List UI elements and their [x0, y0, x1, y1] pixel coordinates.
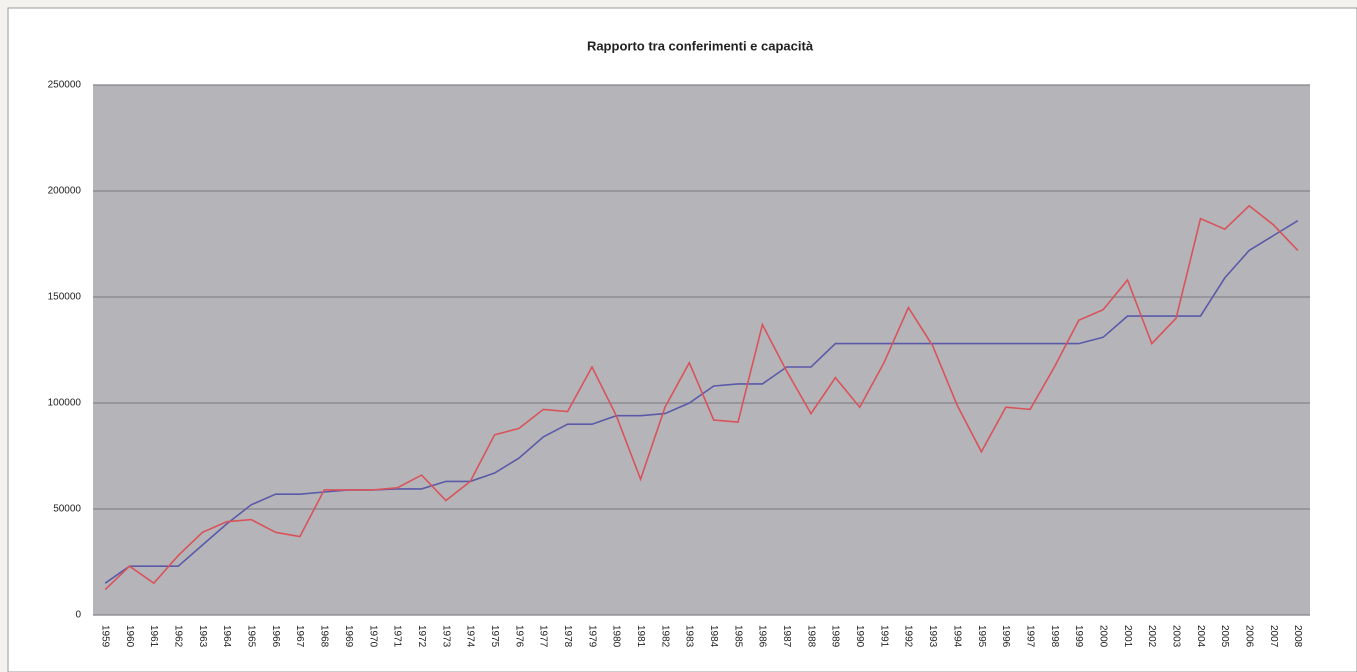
- x-tick-label: 1965: [246, 625, 257, 648]
- x-tick-label: 1990: [854, 625, 865, 648]
- y-tick-label: 150000: [48, 292, 82, 303]
- x-tick-label: 2000: [1097, 625, 1108, 648]
- x-tick-label: 2001: [1122, 625, 1133, 648]
- x-tick-label: 1975: [489, 625, 500, 648]
- x-tick-label: 1992: [903, 625, 914, 648]
- x-tick-label: 1993: [927, 625, 938, 648]
- x-tick-label: 1968: [319, 625, 330, 648]
- x-tick-label: 1977: [538, 625, 549, 648]
- x-tick-label: 2007: [1268, 625, 1279, 648]
- x-tick-label: 1983: [684, 625, 695, 648]
- y-tick-label: 200000: [48, 186, 82, 197]
- x-tick-label: 2008: [1292, 625, 1303, 648]
- x-tick-label: 2003: [1170, 625, 1181, 648]
- x-tick-label: 1995: [976, 625, 987, 648]
- x-tick-label: 1984: [708, 625, 719, 648]
- x-tick-label: 1979: [586, 625, 597, 648]
- x-tick-label: 1989: [830, 625, 841, 648]
- x-tick-label: 1997: [1024, 625, 1035, 648]
- x-tick-label: 1982: [659, 625, 670, 648]
- x-tick-label: 1971: [392, 625, 403, 648]
- x-tick-label: 1988: [805, 625, 816, 648]
- x-tick-label: 1966: [270, 625, 281, 648]
- chart-title: Rapporto tra conferimenti e capacità: [587, 38, 814, 53]
- x-tick-label: 1985: [732, 625, 743, 648]
- x-tick-label: 1967: [294, 625, 305, 648]
- x-tick-label: 1999: [1073, 625, 1084, 648]
- x-tick-label: 1961: [148, 625, 159, 648]
- x-tick-label: 1981: [635, 625, 646, 648]
- y-tick-label: 50000: [53, 504, 81, 515]
- y-tick-label: 100000: [48, 398, 82, 409]
- y-tick-label: 250000: [48, 80, 82, 91]
- x-tick-label: 1987: [781, 625, 792, 648]
- plot-area: [93, 85, 1310, 615]
- x-tick-label: 2005: [1219, 625, 1230, 648]
- x-tick-label: 1978: [562, 625, 573, 648]
- x-tick-label: 1980: [611, 625, 622, 648]
- x-tick-label: 1970: [367, 625, 378, 648]
- x-tick-label: 1986: [757, 625, 768, 648]
- x-tick-label: 1959: [100, 625, 111, 648]
- x-tick-label: 1973: [440, 625, 451, 648]
- x-tick-label: 1963: [197, 625, 208, 648]
- x-tick-label: 1996: [1000, 625, 1011, 648]
- x-tick-label: 1964: [221, 625, 232, 648]
- chart: Rapporto tra conferimenti e capacità 0 50…: [0, 0, 1357, 672]
- x-tick-label: 1991: [878, 625, 889, 648]
- x-tick-label: 1962: [173, 625, 184, 648]
- x-tick-label: 1974: [465, 625, 476, 648]
- x-tick-label: 1969: [343, 625, 354, 648]
- x-tick-label: 1994: [951, 625, 962, 648]
- x-tick-label: 1972: [416, 625, 427, 648]
- x-tick-label: 1976: [513, 625, 524, 648]
- x-tick-label: 2002: [1146, 625, 1157, 648]
- x-tick-label: 1960: [124, 625, 135, 648]
- x-tick-label: 2004: [1195, 625, 1206, 648]
- y-tick-label: 0: [75, 610, 81, 621]
- x-tick-label: 2006: [1244, 625, 1255, 648]
- x-tick-label: 1998: [1049, 625, 1060, 648]
